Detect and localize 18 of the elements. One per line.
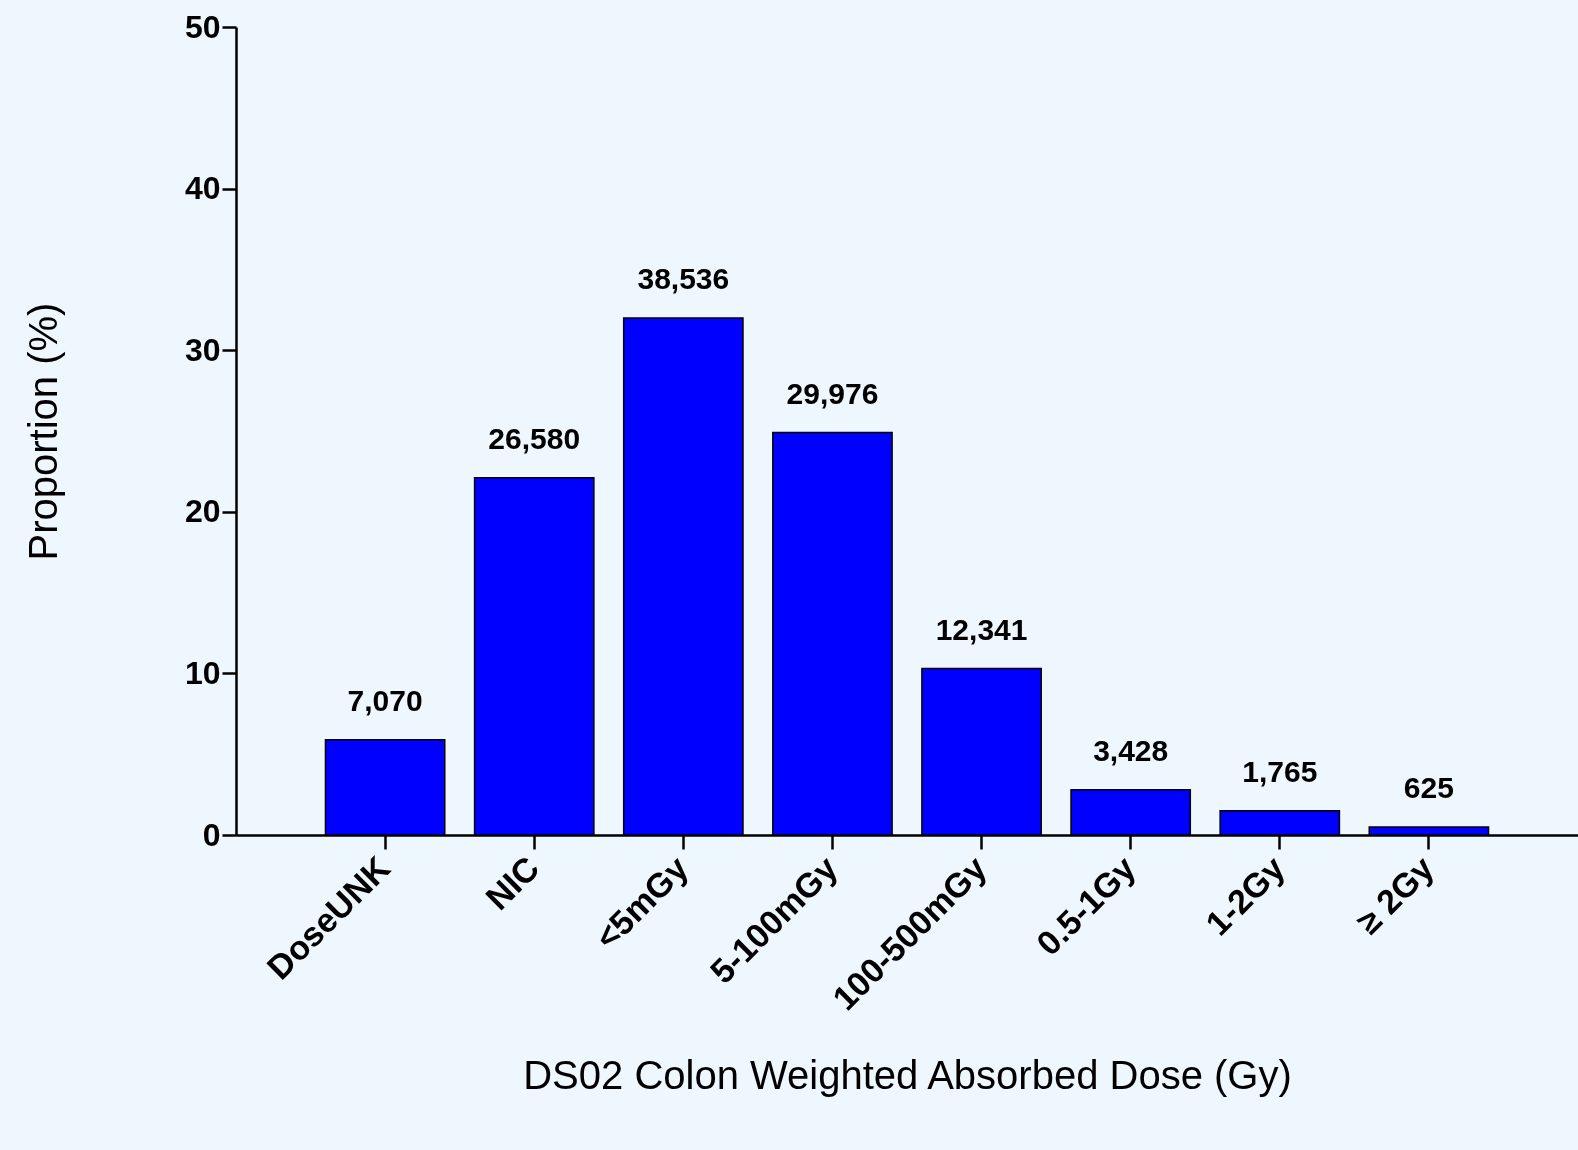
- annotation: 38,536: [637, 261, 730, 295]
- y-tick-label: 10: [184, 654, 221, 691]
- annotation: 1,765: [1242, 754, 1318, 788]
- annotation: 12,341: [935, 612, 1028, 646]
- y-tick-label: 30: [184, 331, 221, 368]
- annotation: 3,428: [1093, 733, 1169, 767]
- x-axis-title: DS02 Colon Weighted Absorbed Dose (Gy): [523, 1053, 1292, 1098]
- annotation: 29,976: [786, 376, 879, 410]
- y-tick-label: 0: [202, 816, 221, 853]
- y-tick-label: 50: [184, 8, 221, 45]
- x-tick-label: NIC: [477, 848, 547, 917]
- annotation: 7,070: [347, 683, 423, 717]
- y-axis-title: Proportion (%): [20, 302, 65, 561]
- y-tick-label: 20: [184, 493, 221, 530]
- annotation: 26,580: [488, 421, 581, 455]
- x-tick-label: ≥ 2Gy: [1348, 848, 1441, 941]
- annotation: 625: [1403, 770, 1454, 804]
- y-tick-label: 40: [184, 170, 221, 207]
